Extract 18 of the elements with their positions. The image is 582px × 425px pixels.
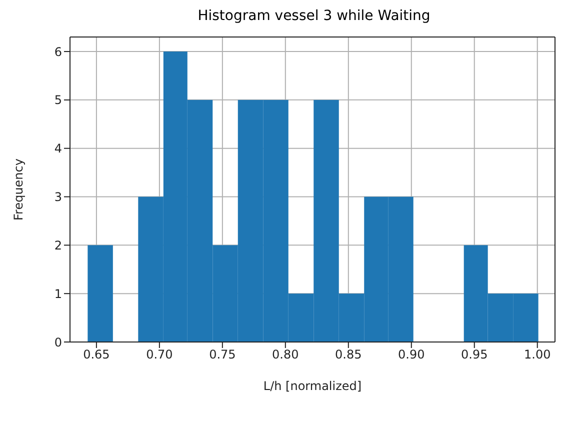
y-tick-label: 1: [54, 286, 62, 301]
x-axis-title: L/h [normalized]: [263, 379, 362, 393]
y-tick-label: 6: [54, 44, 62, 59]
x-tick-label: 0.90: [398, 348, 425, 362]
chart-title: Histogram vessel 3 while Waiting: [196, 8, 432, 26]
y-tick-label: 0: [54, 335, 62, 350]
x-tick-label: 0.65: [83, 348, 110, 362]
x-tick-label: 0.85: [335, 348, 362, 362]
y-tick-label: 5: [54, 93, 62, 108]
x-tick-label: 0.95: [461, 348, 488, 362]
y-tick-label: 2: [54, 238, 62, 252]
y-tick-label: 4: [54, 142, 62, 156]
x-tick-label: 0.80: [272, 348, 299, 362]
x-tick-label: 0.75: [209, 348, 236, 362]
x-tick-label: 0.70: [146, 348, 173, 362]
x-tick-label: 1.00: [524, 348, 551, 362]
y-tick-label: 3: [54, 190, 62, 204]
y-axis-title: Frequency: [11, 158, 26, 220]
